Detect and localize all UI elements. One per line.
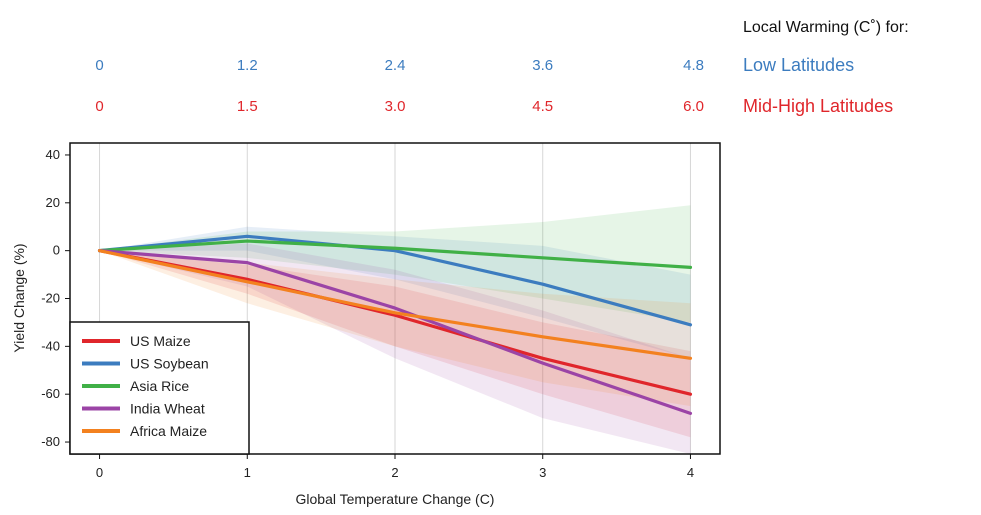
scale-value-mid-high-latitudes-2: 3.0 (385, 98, 406, 115)
scale-value-mid-high-latitudes-0: 0 (95, 98, 103, 115)
x-axis-ticks: 0 1 2 3 4 (96, 454, 694, 480)
x-axis-title: Global Temperature Change (C) (296, 491, 495, 507)
y-tick-label--80: -80 (41, 434, 60, 449)
x-tick-label-4: 4 (687, 465, 694, 480)
scale-label-mid-high-latitudes: Mid-High Latitudes (743, 96, 893, 116)
local-warming-header: Local Warming (C˚) for: (743, 19, 909, 36)
scale-value-low-latitudes-1: 1.2 (237, 57, 258, 74)
y-tick-label--60: -60 (41, 386, 60, 401)
band-us-maize (99, 250, 691, 438)
uncertainty-bands (99, 205, 691, 454)
legend-label-us-maize: US Maize (130, 333, 191, 349)
legend-items: US Maize US Soybean Asia Rice India Wheat Af… (82, 333, 209, 439)
scale-label-low-latitudes: Low Latitudes (743, 55, 854, 75)
band-us-soybean (99, 226, 691, 359)
y-tick-label--40: -40 (41, 338, 60, 353)
y-tick-label-0: 0 (53, 243, 60, 258)
line-asia-rice (97, 239, 693, 269)
legend-label-asia-rice: Asia Rice (130, 378, 189, 394)
y-axis-ticks: 40 20 0 -20 -40 -60 -80 (41, 147, 70, 449)
scale-value-low-latitudes-3: 3.6 (532, 57, 553, 74)
x-tick-label-2: 2 (391, 465, 398, 480)
scale-value-mid-high-latitudes-3: 4.5 (532, 98, 553, 115)
scale-value-low-latitudes-2: 2.4 (385, 57, 406, 74)
local-warming-scales: 0 1.2 2.4 3.6 4.8 Low Latitudes 0 1.5 3.0 4.5 6.0 M… (95, 55, 893, 116)
y-tick-label-20: 20 (46, 195, 60, 210)
line-us-soybean (97, 234, 693, 327)
y-tick-label--20: -20 (41, 291, 60, 306)
series-lines (97, 234, 693, 415)
scale-value-mid-high-latitudes-4: 6.0 (683, 98, 704, 115)
y-tick-label-40: 40 (46, 147, 60, 162)
x-tick-label-0: 0 (96, 465, 103, 480)
band-asia-rice (99, 205, 691, 323)
band-india-wheat (99, 243, 691, 454)
band-africa-maize (99, 250, 691, 407)
legend: US Maize US Soybean Asia Rice India Wheat Af… (69, 321, 250, 455)
legend-label-africa-maize: Africa Maize (130, 423, 207, 439)
y-axis-title: Yield Change (%) (11, 243, 27, 352)
legend-label-us-soybean: US Soybean (130, 356, 209, 372)
line-africa-maize (97, 249, 693, 360)
line-india-wheat (97, 249, 693, 415)
x-tick-label-1: 1 (244, 465, 251, 480)
legend-label-india-wheat: India Wheat (130, 401, 205, 417)
x-tick-label-3: 3 (539, 465, 546, 480)
scale-value-low-latitudes-0: 0 (95, 57, 103, 74)
scale-value-low-latitudes-4: 4.8 (683, 57, 704, 74)
scale-value-mid-high-latitudes-1: 1.5 (237, 98, 258, 115)
